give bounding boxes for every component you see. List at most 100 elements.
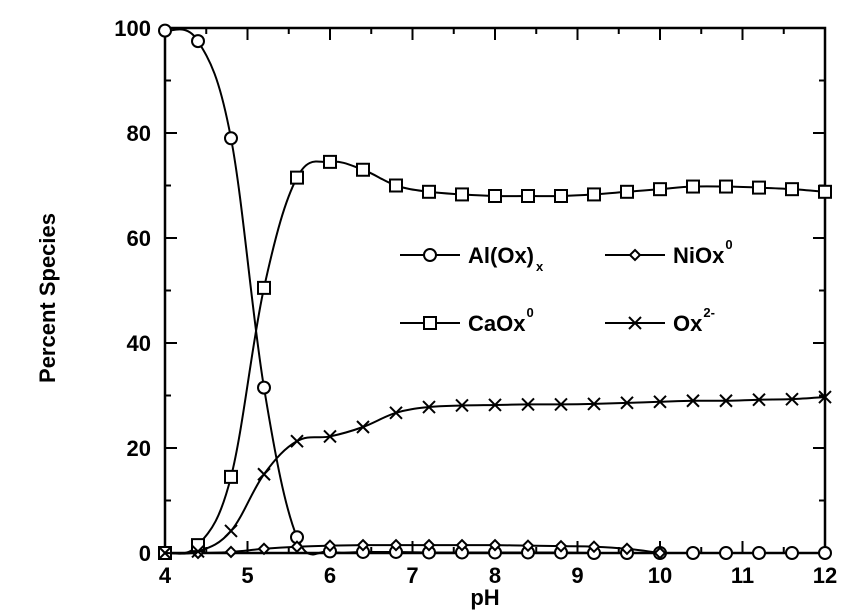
legend-item: NiOx0: [605, 237, 733, 268]
x-tick-label: 12: [813, 563, 837, 588]
data-point-x: [257, 467, 271, 481]
data-point-diamond: [521, 539, 535, 553]
data-point-square: [389, 178, 403, 193]
data-point-circle: [818, 546, 832, 560]
data-point-square: [653, 182, 667, 197]
data-point-square: [356, 162, 370, 177]
data-point-diamond: [323, 539, 337, 553]
data-point-x: [488, 398, 502, 412]
data-point-circle: [158, 23, 172, 38]
y-tick-label: 80: [127, 121, 151, 146]
data-point-circle: [752, 546, 766, 560]
data-point-x: [290, 434, 304, 448]
data-point-x: [356, 420, 370, 434]
data-point-square: [719, 179, 733, 194]
data-point-diamond: [653, 546, 667, 560]
legend-label-subscript: x: [536, 259, 544, 274]
data-point-x: [521, 397, 535, 412]
legend-marker-diamond: [628, 248, 642, 262]
x-tick-label: 11: [731, 563, 754, 588]
data-point-diamond: [587, 540, 601, 554]
data-point-x: [752, 392, 766, 407]
data-point-diamond: [455, 538, 469, 552]
y-axis-label: Percent Species: [35, 213, 60, 383]
data-point-x: [554, 397, 568, 412]
legend-marker-circle: [423, 248, 437, 262]
data-point-diamond: [422, 538, 436, 552]
data-point-circle: [785, 546, 799, 560]
legend-label-superscript: 0: [725, 237, 732, 252]
data-point-square: [587, 187, 601, 202]
legend-item: Ox2-: [605, 305, 715, 336]
x-tick-label: 10: [648, 563, 672, 588]
data-point-x: [620, 396, 634, 410]
data-point-circle: [686, 546, 700, 560]
legend-item: Al(Ox) x: [400, 243, 544, 274]
data-point-circle: [191, 34, 205, 49]
data-point-x: [653, 395, 667, 409]
axis-ticks: [164, 27, 826, 554]
series-x: [158, 390, 832, 560]
y-tick-label: 40: [127, 331, 151, 356]
data-point-x: [323, 429, 337, 444]
data-point-square: [521, 189, 535, 203]
x-tick-label: 7: [406, 563, 418, 588]
legend-marker-square: [423, 316, 437, 330]
y-tick-label: 100: [114, 16, 151, 41]
y-tick-label: 0: [139, 541, 151, 566]
data-point-circle: [257, 380, 271, 395]
legend-label: Ox2-: [673, 305, 715, 336]
x-tick-label: 4: [159, 563, 172, 588]
data-point-x: [587, 397, 601, 411]
data-point-square: [290, 170, 304, 185]
series-line: [164, 160, 826, 555]
data-point-x: [455, 398, 469, 413]
data-point-diamond: [290, 540, 304, 554]
data-point-square: [455, 187, 469, 202]
x-tick-label: 5: [241, 563, 253, 588]
tick-labels: 4 5 6 7 8 9 10 11 12 0 20 40 60 80 100: [114, 16, 837, 588]
data-point-diamond: [554, 539, 568, 553]
data-point-square: [224, 469, 238, 484]
data-point-square: [752, 180, 766, 195]
data-point-x: [422, 400, 436, 414]
data-point-x: [686, 394, 700, 408]
legend-item: CaOx0: [400, 305, 534, 336]
data-point-circle: [224, 131, 238, 146]
data-point-square: [785, 182, 799, 197]
data-point-diamond: [620, 542, 634, 556]
data-point-diamond: [389, 538, 403, 552]
x-tick-label: 8: [489, 563, 501, 588]
data-point-square: [554, 189, 568, 203]
data-point-square: [422, 184, 436, 199]
x-axis-label: pH: [470, 585, 499, 610]
series-diamond: [158, 538, 667, 560]
legend-label: Al(Ox) x: [468, 243, 544, 274]
data-point-x: [158, 546, 172, 560]
data-point-x: [191, 544, 205, 559]
legend-label-superscript: 2-: [703, 305, 715, 320]
legend: Al(Ox) x NiOx0 CaOx0 Ox2-: [400, 237, 733, 336]
y-tick-label: 20: [127, 436, 151, 461]
series-layer: [158, 23, 832, 560]
data-point-x: [389, 406, 403, 420]
legend-label-superscript: 0: [526, 305, 533, 320]
x-tick-label: 9: [571, 563, 583, 588]
y-tick-label: 60: [127, 226, 151, 251]
data-point-x: [224, 524, 238, 538]
data-point-square: [488, 189, 502, 203]
legend-marker-x: [628, 316, 642, 330]
data-point-circle: [719, 546, 733, 560]
data-point-square: [257, 280, 271, 295]
x-tick-label: 6: [324, 563, 336, 588]
series-line: [164, 544, 661, 555]
data-point-diamond: [257, 542, 271, 556]
legend-label: NiOx0: [673, 237, 733, 268]
data-point-x: [785, 392, 799, 406]
data-point-square: [323, 154, 337, 169]
data-point-diamond: [488, 538, 502, 552]
data-point-x: [818, 390, 832, 404]
data-point-x: [719, 394, 733, 408]
data-point-square: [620, 184, 634, 199]
